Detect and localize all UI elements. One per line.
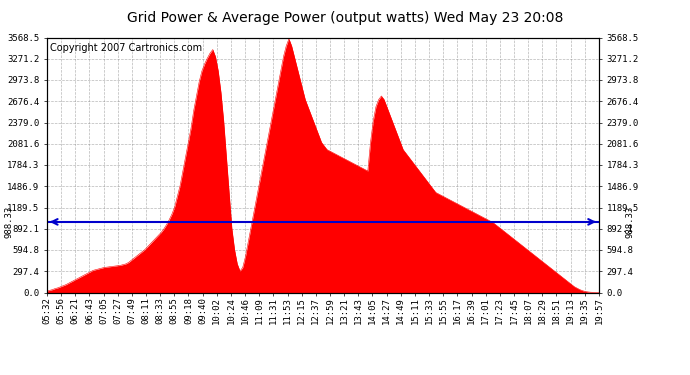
Text: 988.33: 988.33 [625, 206, 635, 238]
Text: Copyright 2007 Cartronics.com: Copyright 2007 Cartronics.com [50, 43, 201, 52]
Text: 988.33: 988.33 [4, 206, 14, 238]
Text: Grid Power & Average Power (output watts) Wed May 23 20:08: Grid Power & Average Power (output watts… [127, 11, 563, 25]
